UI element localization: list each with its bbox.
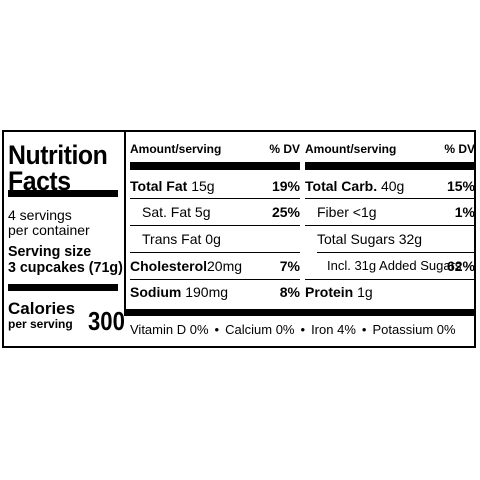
calcium-label: Calcium xyxy=(225,322,273,337)
total-carb-dv: 15% xyxy=(446,178,475,194)
potassium-value: 0% xyxy=(436,322,456,337)
serving-rule xyxy=(8,284,118,291)
fiber-dv: 1% xyxy=(454,204,475,220)
amount-header-left: Amount/serving xyxy=(130,142,222,156)
row-rule xyxy=(305,225,475,226)
row-rule xyxy=(130,252,300,253)
summary-column: Nutrition Facts 4 servings per container… xyxy=(8,132,125,346)
sat-fat-dv: 25% xyxy=(271,204,300,220)
title-rule xyxy=(8,190,118,197)
row-total-sugars: Total Sugars 32g xyxy=(317,231,422,247)
dv-header-right: % DV xyxy=(444,142,475,156)
added-sugars-label: Incl. 31g Added Sugars xyxy=(327,258,462,273)
separator: • xyxy=(300,322,306,337)
vitamin-d-value: 0% xyxy=(189,322,209,337)
calories-value: 300 xyxy=(88,306,125,336)
row-rule xyxy=(130,225,300,226)
total-fat-dv: 19% xyxy=(271,178,300,194)
iron-value: 4% xyxy=(337,322,356,337)
nutrition-facts-label: Nutrition Facts 4 servings per container… xyxy=(2,130,476,348)
total-fat-label: Total Fat xyxy=(130,178,188,194)
total-fat-amount: 15g xyxy=(191,178,215,194)
serving-size: Serving size 3 cupcakes (71g) xyxy=(8,244,123,276)
row-rule xyxy=(130,198,300,199)
vitamin-d-label: Vitamin D xyxy=(130,322,187,337)
trans-fat-label: Trans Fat xyxy=(142,231,202,247)
iron-label: Iron xyxy=(311,322,334,337)
row-total-fat: Total Fat 15g xyxy=(130,178,215,194)
protein-label: Protein xyxy=(305,284,354,300)
total-sugars-label: Total Sugars xyxy=(317,231,395,247)
sat-fat-label: Sat. Fat xyxy=(142,204,192,220)
label-title: Nutrition Facts xyxy=(8,140,108,195)
vitamins-rule xyxy=(126,309,476,316)
total-carb-amount: 40g xyxy=(380,178,405,194)
potassium-label: Potassium xyxy=(372,322,434,337)
row-rule xyxy=(317,252,475,253)
servings-per-container-text: per container xyxy=(8,222,90,238)
row-fiber: Fiber <1g xyxy=(317,204,377,220)
separator: • xyxy=(214,322,220,337)
servings-count: 4 servings xyxy=(8,207,72,223)
row-sodium: Sodium 190mg xyxy=(130,284,228,300)
sodium-label: Sodium xyxy=(130,284,182,300)
vitamins-row: Vitamin D 0% • Calcium 0% • Iron 4% • Potassiu… xyxy=(130,322,456,338)
serving-size-value: 3 cupcakes (71g) xyxy=(8,259,123,276)
row-rule xyxy=(130,279,300,280)
row-trans-fat: Trans Fat 0g xyxy=(142,231,221,247)
calories-per-serving: per serving xyxy=(8,317,73,331)
fiber-label: Fiber xyxy=(317,204,349,220)
row-sat-fat: Sat. Fat 5g xyxy=(142,204,211,220)
calories-label: Calories xyxy=(8,299,76,318)
row-added-sugars: Incl. 31g Added Sugars xyxy=(327,258,461,274)
row-total-carb: Total Carb. 40g xyxy=(305,178,404,194)
total-sugars-amount: 32g xyxy=(398,231,423,247)
row-cholesterol: Cholesterol20mg xyxy=(130,258,242,274)
total-carb-label: Total Carb. xyxy=(305,178,378,194)
row-protein: Protein 1g xyxy=(305,284,373,300)
header-bar-right xyxy=(305,162,475,170)
fiber-amount: <1g xyxy=(352,204,377,220)
sodium-amount: 190mg xyxy=(185,284,229,300)
servings-per-container: 4 servings per container xyxy=(8,208,90,238)
added-sugars-dv: 62% xyxy=(446,258,475,274)
trans-fat-amount: 0g xyxy=(205,231,221,247)
cholesterol-label: Cholesterol xyxy=(130,258,208,274)
cholesterol-amount: 20mg xyxy=(207,258,243,274)
protein-amount: 1g xyxy=(357,284,373,300)
sodium-dv: 8% xyxy=(279,284,300,300)
row-rule xyxy=(305,279,475,280)
calcium-value: 0% xyxy=(275,322,295,337)
cholesterol-dv: 7% xyxy=(279,258,300,274)
title-line-1: Nutrition xyxy=(8,140,108,170)
sat-fat-amount: 5g xyxy=(194,204,211,220)
amount-header-right: Amount/serving xyxy=(305,142,397,156)
separator: • xyxy=(361,322,367,337)
row-rule xyxy=(305,198,475,199)
serving-size-label: Serving size xyxy=(8,243,92,260)
column-divider xyxy=(124,132,126,316)
header-bar-left xyxy=(130,162,300,170)
dv-header-left: % DV xyxy=(269,142,300,156)
